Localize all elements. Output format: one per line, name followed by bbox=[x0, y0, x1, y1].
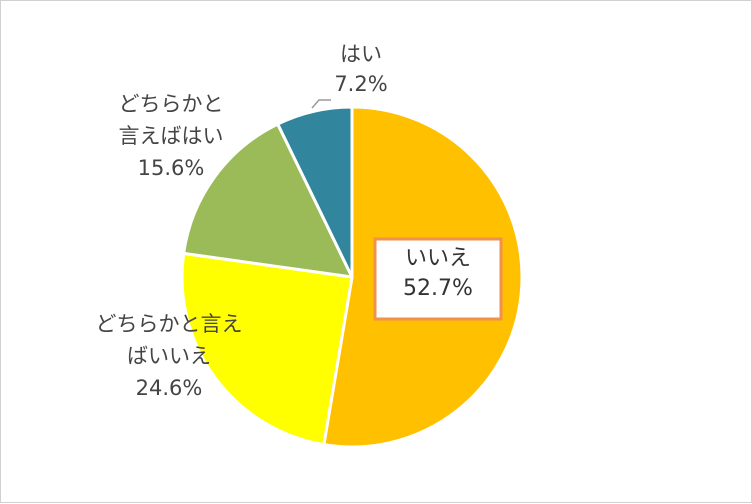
data-label-line: ばいいえ bbox=[127, 344, 211, 368]
data-label-line: いいえ bbox=[405, 246, 471, 271]
data-label-line: 言えばはい bbox=[119, 124, 224, 148]
data-label-rather-yes: どちらかと言えばはい 15.6% bbox=[119, 92, 224, 180]
data-label-line: どちらかと言え bbox=[96, 312, 243, 336]
pie-slice-rather-no bbox=[180, 251, 354, 447]
data-label-rather-no: どちらかと言えばいいえ 24.6% bbox=[96, 312, 243, 400]
data-label-line: 15.6% bbox=[138, 156, 205, 180]
leader-line-yes bbox=[311, 99, 331, 109]
data-label-line: はい bbox=[340, 42, 382, 66]
pie-labels: いいえ 52.7% どちらかと言えばいいえ 24.6% どちらかと言えばはい 15.6% は… bbox=[96, 42, 503, 400]
pie-slice-yes bbox=[276, 105, 354, 279]
data-label-no: いいえ 52.7% bbox=[403, 246, 473, 301]
data-label-line: どちらかと bbox=[119, 92, 224, 116]
data-label-line: 24.6% bbox=[136, 376, 203, 400]
data-label-box-no bbox=[373, 237, 503, 321]
data-label-line: 52.7% bbox=[403, 276, 473, 301]
data-label-line: 7.2% bbox=[334, 72, 387, 96]
pie-slice-rather-yes bbox=[182, 122, 354, 279]
data-label-yes: はい 7.2% bbox=[334, 42, 387, 96]
